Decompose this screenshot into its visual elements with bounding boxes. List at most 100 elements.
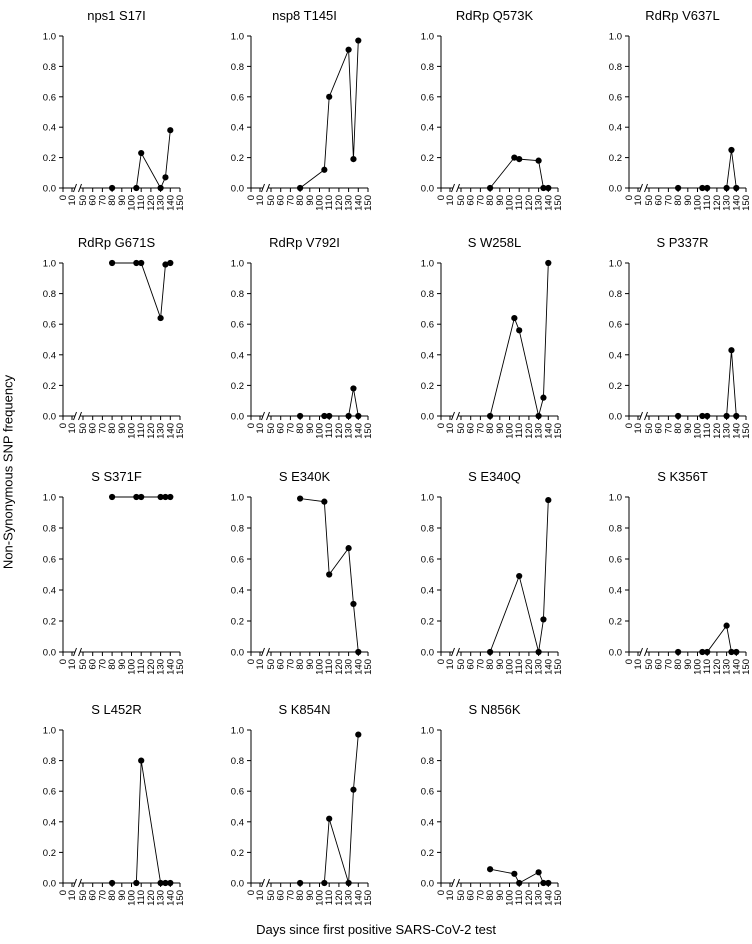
y-tick-label: 0.6 — [43, 787, 56, 798]
x-tick-label: 60 — [466, 659, 477, 670]
chart-title: S K356T — [657, 469, 708, 484]
x-tick-label: 50 — [456, 195, 467, 206]
chart-title: nps1 S17I — [87, 8, 146, 23]
y-tick-label: 0.8 — [609, 289, 622, 300]
data-point — [138, 259, 145, 267]
y-tick-label: 0.6 — [43, 320, 56, 331]
x-tick-label: 140 — [353, 195, 364, 211]
chart-panel: S L452R 0.0 0.2 0.4 0.6 0.8 1.0 010 506070809010… — [43, 702, 186, 906]
x-tick-label: 130 — [156, 659, 167, 675]
data-point — [704, 648, 711, 656]
x-tick-label: 10 — [445, 890, 456, 901]
x-tick-label: 10 — [633, 659, 644, 670]
y-tick-label: 0.2 — [43, 381, 56, 392]
y-tick-label: 1.0 — [43, 259, 56, 270]
y-tick-label: 0.4 — [231, 586, 244, 597]
x-tick-label: 100 — [127, 195, 138, 211]
y-tick-label: 0.2 — [43, 617, 56, 628]
x-tick-label: 130 — [156, 423, 167, 439]
x-tick-label: 120 — [712, 659, 723, 675]
data-point — [133, 879, 140, 887]
data-point — [109, 184, 116, 192]
data-point — [535, 412, 542, 420]
x-tick-label: 120 — [146, 195, 157, 211]
y-tick-label: 0.4 — [609, 350, 622, 361]
chart-panel: S K356T 0.0 0.2 0.4 0.6 0.8 1.0 010 506070809010… — [609, 469, 752, 675]
x-tick-label: 60 — [466, 423, 477, 434]
y-tick-label: 0.8 — [421, 524, 434, 535]
x-tick-label: 50 — [78, 423, 89, 434]
x-tick-label: 90 — [117, 890, 128, 901]
x-tick-label: 50 — [266, 659, 277, 670]
x-tick-label: 110 — [324, 195, 335, 210]
data-point — [487, 184, 494, 192]
y-tick-label: 0.0 — [609, 412, 622, 423]
y-tick-label: 0.6 — [421, 320, 434, 331]
x-tick-label: 120 — [146, 659, 157, 675]
y-tick-label: 0.0 — [609, 184, 622, 195]
x-tick-label: 130 — [156, 195, 167, 211]
series-line — [112, 760, 171, 884]
axis-break-mark — [451, 647, 455, 657]
data-point — [487, 866, 494, 873]
y-tick-label: 0.4 — [231, 123, 244, 134]
x-tick-label: 50 — [456, 423, 467, 434]
x-tick-label: 60 — [654, 659, 665, 670]
x-tick-label: 130 — [722, 659, 733, 675]
y-tick-label: 0.4 — [43, 586, 56, 597]
y-tick-label: 1.0 — [421, 493, 434, 504]
x-tick-label: 70 — [97, 890, 108, 901]
axis-break-mark — [456, 183, 460, 193]
axis-break-mark — [451, 183, 455, 193]
data-point — [675, 648, 682, 656]
data-point — [723, 622, 730, 629]
data-point — [540, 879, 547, 887]
x-tick-label: 10 — [445, 195, 456, 206]
x-tick-label: 150 — [553, 890, 564, 906]
chart-title: S E340K — [279, 469, 331, 484]
x-tick-label: 110 — [702, 423, 713, 438]
x-tick-label: 100 — [693, 195, 704, 211]
x-tick-label: 80 — [295, 890, 306, 901]
x-tick-label: 140 — [543, 659, 554, 675]
y-tick-label: 1.0 — [43, 32, 56, 43]
data-point — [297, 412, 304, 420]
x-tick-label: 130 — [534, 890, 545, 906]
chart-panel: S W258L 0.0 0.2 0.4 0.6 0.8 1.0 010 506070809010… — [421, 235, 564, 439]
data-point — [516, 327, 523, 334]
data-point — [167, 879, 174, 887]
series-line — [678, 350, 737, 417]
y-tick-label: 0.0 — [231, 412, 244, 423]
chart-panel: S N856K 0.0 0.2 0.4 0.6 0.8 1.0 010 506070809010… — [421, 702, 564, 906]
data-point — [350, 156, 357, 163]
data-point — [326, 93, 333, 100]
x-tick-label: 60 — [88, 195, 99, 206]
data-point — [326, 412, 333, 420]
x-tick-label: 120 — [524, 659, 535, 675]
x-tick-label: 120 — [334, 890, 345, 906]
data-point — [345, 46, 352, 53]
data-point — [723, 184, 730, 192]
x-tick-label: 80 — [485, 659, 496, 670]
x-tick-label: 150 — [553, 423, 564, 439]
x-tick-label: 100 — [127, 659, 138, 675]
x-tick-label: 60 — [654, 423, 665, 434]
axis-break-mark — [639, 411, 643, 421]
x-tick-label: 50 — [266, 195, 277, 206]
x-tick-label: 0 — [436, 659, 447, 664]
axis-break-mark — [261, 878, 265, 888]
x-tick-label: 50 — [644, 423, 655, 434]
x-tick-label: 10 — [67, 890, 78, 901]
x-tick-label: 10 — [445, 659, 456, 670]
chart-title: S K854N — [278, 702, 330, 717]
chart-panel: S E340K 0.0 0.2 0.4 0.6 0.8 1.0 010 506070809010… — [231, 469, 374, 675]
chart-title: S W258L — [468, 235, 521, 250]
chart-panel: RdRp V637L 0.0 0.2 0.4 0.6 0.8 1.0 010 506070809… — [609, 8, 752, 211]
x-tick-label: 90 — [305, 659, 316, 670]
y-tick-label: 0.4 — [43, 123, 56, 134]
chart-panel: S K854N 0.0 0.2 0.4 0.6 0.8 1.0 010 506070809010… — [231, 702, 374, 906]
chart-panel: S P337R 0.0 0.2 0.4 0.6 0.8 1.0 010 506070809010… — [609, 235, 752, 439]
x-tick-label: 110 — [514, 659, 525, 674]
data-point — [545, 184, 552, 192]
x-tick-label: 150 — [363, 195, 374, 211]
